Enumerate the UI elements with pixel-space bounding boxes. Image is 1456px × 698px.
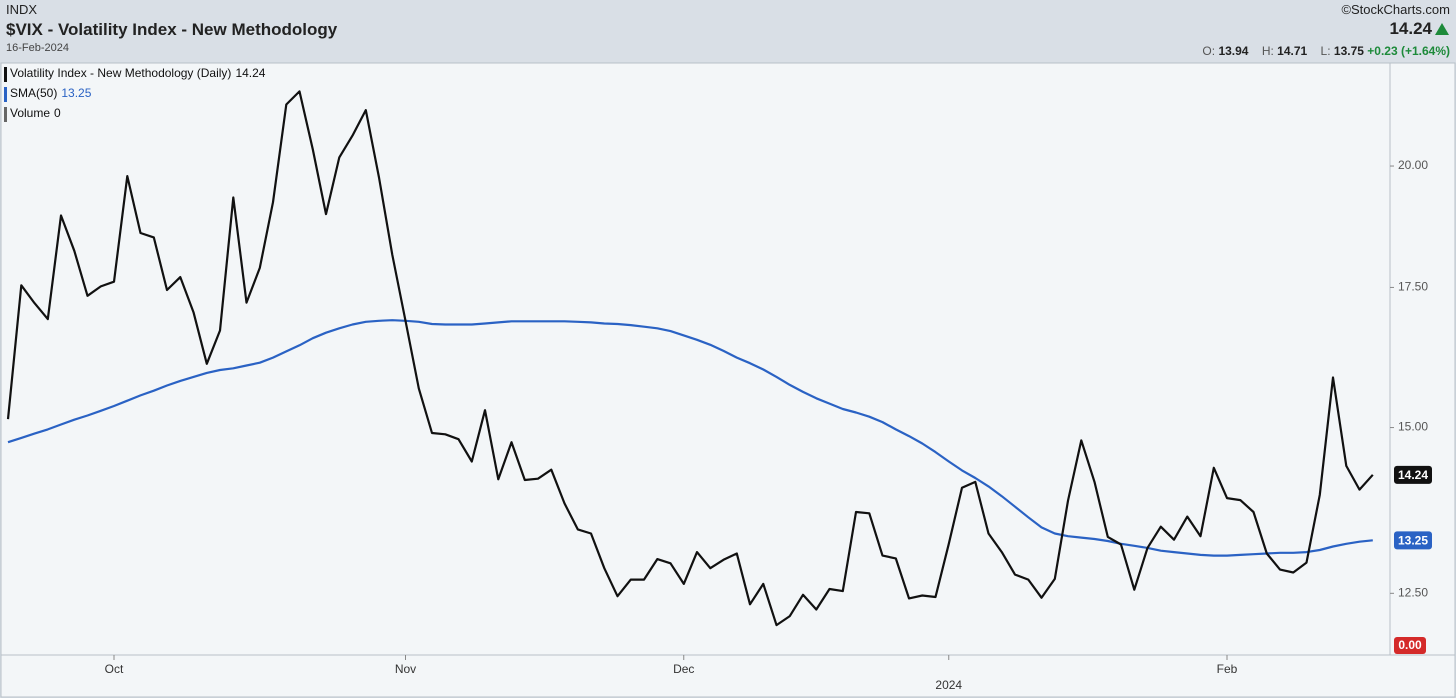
change: +0.23 (+1.64%) xyxy=(1367,44,1450,58)
x-tick-label: Dec xyxy=(673,662,694,676)
legend-text: Volume 0 xyxy=(10,106,61,120)
plot-area xyxy=(0,62,1391,656)
high: 14.71 xyxy=(1277,44,1308,58)
legend-value: 0 xyxy=(54,106,61,120)
axis-area xyxy=(1389,62,1456,656)
value-badge xyxy=(1394,531,1432,550)
legend-swatch xyxy=(4,87,7,102)
volume-badge xyxy=(1394,637,1426,654)
value-badge-text: 14.24 xyxy=(1398,468,1428,482)
series-line xyxy=(6,90,1374,627)
x-tick-label: Feb xyxy=(1217,662,1238,676)
open-label: O: xyxy=(1202,44,1216,58)
ohlc: O: 13.94 H: 14.71 L: 13.75 +0.23 (+1.64%… xyxy=(1202,44,1450,58)
chart-title: $VIX - Volatility Index - New Methodolog… xyxy=(6,20,338,39)
y-tick-label: 20.00 xyxy=(1398,158,1428,172)
x-tick-label: Nov xyxy=(395,662,416,676)
legend-name: Volatility Index - New Methodology (Dail… xyxy=(10,66,231,80)
y-tick-label: 17.50 xyxy=(1398,280,1428,294)
legend-text: Volatility Index - New Methodology (Dail… xyxy=(10,66,266,80)
legend-name: SMA(50) xyxy=(10,86,57,100)
value-badge xyxy=(1394,465,1432,484)
y-tick-label: 15.00 xyxy=(1398,420,1428,434)
y-tick-label: 12.50 xyxy=(1398,585,1428,599)
high-label: H: xyxy=(1261,44,1274,58)
exchange: INDX xyxy=(6,2,38,17)
up-arrow xyxy=(1435,23,1449,35)
low: 13.75 xyxy=(1333,44,1364,58)
volume-badge-text: 0.00 xyxy=(1398,638,1422,652)
legend-value: 14.24 xyxy=(235,66,265,80)
value-badge-text: 13.25 xyxy=(1398,534,1428,548)
x-tick-label: Oct xyxy=(105,662,124,676)
low-label: L: xyxy=(1320,44,1331,58)
legend-swatch xyxy=(4,67,7,82)
last-price: 14.24 xyxy=(1389,19,1432,38)
x-tick-label: 2024 xyxy=(935,678,962,692)
date: 16-Feb-2024 xyxy=(6,42,69,54)
legend-name: Volume xyxy=(10,106,50,120)
open: 13.94 xyxy=(1218,44,1249,58)
source: ©StockCharts.com xyxy=(1341,2,1450,17)
x-axis-area xyxy=(0,654,1456,698)
legend-value: 13.25 xyxy=(61,86,91,100)
series-line xyxy=(7,319,1373,557)
legend-swatch xyxy=(4,107,7,122)
legend-text: SMA(50) 13.25 xyxy=(10,86,92,100)
